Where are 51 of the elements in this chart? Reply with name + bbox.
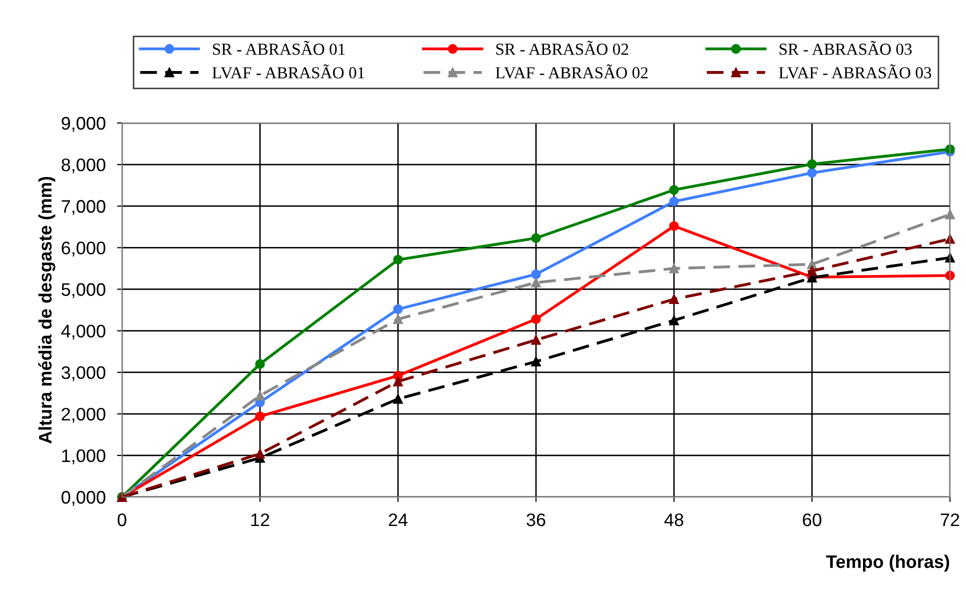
point	[945, 210, 955, 220]
x-tick-label: 12	[251, 513, 270, 526]
point	[531, 356, 541, 366]
legend-label: SR - ABRASÃO 01	[212, 40, 345, 55]
point	[807, 168, 817, 178]
point	[531, 278, 541, 288]
point	[669, 294, 679, 304]
x-tick-label: 0	[118, 513, 126, 526]
point	[669, 185, 679, 195]
point	[393, 304, 403, 314]
point	[255, 412, 265, 422]
x-tick-label: 60	[802, 513, 822, 526]
point	[807, 159, 817, 169]
point	[669, 221, 679, 231]
point	[531, 233, 541, 243]
y-tick-label: 7,000	[62, 200, 106, 215]
y-tick-label: 8,000	[62, 158, 106, 174]
point	[393, 394, 403, 404]
point	[669, 196, 679, 206]
x-tick-label: 36	[526, 513, 546, 526]
point	[531, 314, 541, 324]
y-tick-label: 0,000	[62, 490, 106, 506]
point	[255, 390, 265, 400]
point	[255, 448, 265, 459]
x-tick-label: 72	[940, 513, 960, 526]
point	[945, 234, 955, 244]
y-tick-label: 2,000	[62, 408, 106, 423]
legend-label: LVAF - ABRASÃO 03	[778, 64, 932, 79]
y-tick-label: 4,000	[61, 324, 106, 340]
x-tick-label: 24	[388, 513, 408, 526]
legend-label: LVAF - ABRASÃO 02	[496, 64, 648, 79]
point	[393, 376, 403, 386]
x-axis-title: Tempo (horas)	[826, 554, 950, 572]
y-tick-label: 3,000	[62, 366, 106, 382]
legend-label: SR - ABRASÃO 03	[780, 40, 912, 55]
y-tick-label: 9,000	[62, 116, 106, 132]
point	[669, 264, 679, 274]
legend-label: SR - ABRASÃO 02	[496, 40, 628, 55]
point	[531, 335, 541, 345]
point	[255, 359, 265, 369]
y-axis-title: Altura média de desgaste (mm)	[38, 176, 56, 444]
y-tick-label: 6,000	[62, 242, 106, 257]
point	[531, 269, 541, 280]
legend-label: LVAF - ABRASÃO 01	[212, 64, 364, 79]
point	[393, 314, 403, 324]
point	[669, 316, 679, 326]
x-tick-label: 48	[664, 513, 684, 526]
y-tick-label: 1,000	[62, 449, 106, 464]
y-tick-label: 5,000	[62, 283, 106, 298]
point	[393, 254, 403, 265]
point	[807, 266, 817, 276]
